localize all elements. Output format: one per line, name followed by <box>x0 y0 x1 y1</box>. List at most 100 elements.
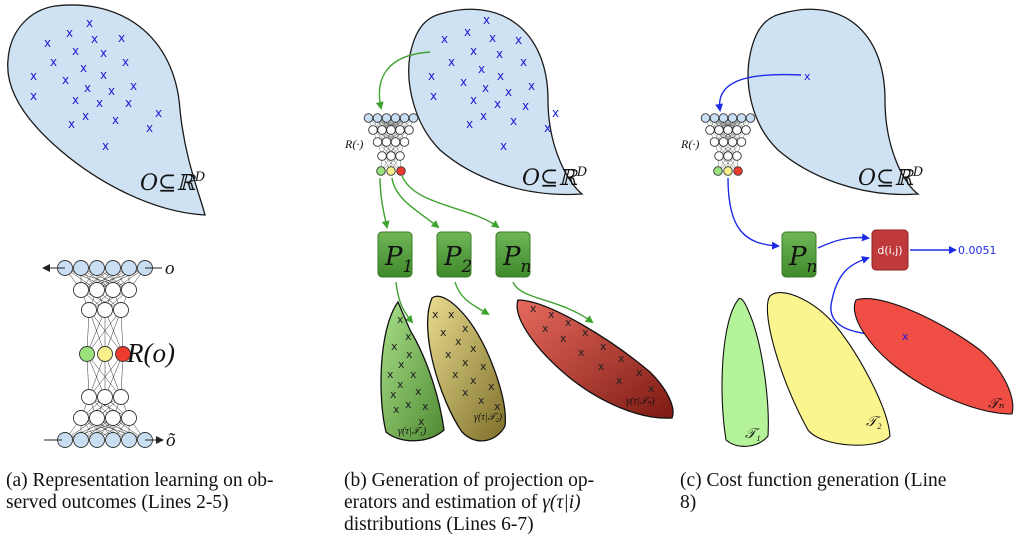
svg-text:x: x <box>494 97 501 111</box>
network-node <box>113 302 129 318</box>
svg-text:x: x <box>415 385 422 398</box>
svg-text:x: x <box>470 93 477 107</box>
svg-text:x: x <box>102 139 109 153</box>
svg-text:x: x <box>91 32 98 46</box>
network-node <box>363 113 374 123</box>
svg-text:x: x <box>448 308 455 321</box>
svg-text:x: x <box>441 32 448 46</box>
observed-space-blob <box>7 4 206 216</box>
svg-text:d(i,j): d(i,j) <box>877 244 902 257</box>
network-node <box>404 125 414 135</box>
proj-arrow-2 <box>454 281 490 316</box>
svg-text:x: x <box>582 326 589 339</box>
network-node <box>89 410 105 426</box>
network-node <box>372 137 383 147</box>
svg-text:x: x <box>544 121 551 135</box>
svg-text:x: x <box>478 62 485 76</box>
network-node <box>113 389 129 405</box>
encode-arrow <box>715 73 802 112</box>
svg-text:x: x <box>466 117 473 131</box>
proj-arrow-n <box>512 281 594 324</box>
network-node <box>105 410 121 426</box>
network-node <box>121 432 137 448</box>
svg-text:x: x <box>100 68 107 82</box>
network-node <box>89 260 105 276</box>
network-node <box>709 113 720 123</box>
network-node <box>386 166 396 176</box>
repr-label: R(o) <box>126 338 175 368</box>
task-2: 𝒯₂ <box>766 292 891 446</box>
svg-text:x: x <box>80 61 87 75</box>
network-node <box>97 389 113 405</box>
network-node <box>121 260 137 276</box>
space-label: O⊆ℝD <box>858 165 924 191</box>
svg-text:x: x <box>387 368 394 381</box>
svg-text:x: x <box>430 89 437 103</box>
svg-text:P1: P1 <box>384 242 413 277</box>
svg-text:x: x <box>122 55 129 69</box>
query-cross: x <box>804 70 811 83</box>
encoder-network <box>700 113 756 176</box>
network-node <box>723 151 733 161</box>
svg-text:x: x <box>84 81 91 95</box>
svg-text:x: x <box>66 26 73 40</box>
network-node <box>714 151 724 161</box>
svg-text:x: x <box>483 13 490 27</box>
network-node <box>372 113 383 123</box>
svg-text:x: x <box>86 16 93 30</box>
network-node <box>390 137 401 147</box>
proj-arrow-1 <box>395 281 414 324</box>
network-node <box>368 125 378 135</box>
projection-op-2: P2 <box>436 231 472 278</box>
svg-text:𝒯₁: 𝒯₁ <box>745 427 761 442</box>
svg-text:x: x <box>440 326 447 339</box>
svg-text:x: x <box>452 368 459 381</box>
svg-text:x: x <box>522 99 529 113</box>
projection-op-n: Pn <box>781 231 817 278</box>
encoder-network <box>363 113 419 176</box>
task-n: 𝒯ₙ <box>853 298 1014 415</box>
svg-text:x: x <box>72 93 79 107</box>
network-node <box>741 125 751 135</box>
projection-op-n: Pn <box>495 231 531 278</box>
network-node <box>709 137 720 147</box>
network-node <box>105 432 121 448</box>
autoencoder-nodes <box>57 260 153 448</box>
network-node <box>395 125 405 135</box>
network-node <box>377 151 387 161</box>
svg-text:x: x <box>391 340 398 353</box>
caption-c-line-2: 8) <box>680 492 697 513</box>
network-node <box>390 113 401 123</box>
svg-text:x: x <box>496 47 503 61</box>
svg-text:𝒯₂: 𝒯₂ <box>866 415 882 430</box>
network-node <box>105 282 121 298</box>
svg-text:x: x <box>482 81 489 95</box>
svg-text:x: x <box>618 352 625 365</box>
svg-text:x: x <box>470 374 477 387</box>
caption-a: (a) Representation learning on ob- serve… <box>6 470 328 514</box>
svg-text:x: x <box>505 85 512 99</box>
svg-text:x: x <box>462 322 469 335</box>
network-node <box>732 125 742 135</box>
network-node <box>736 137 747 147</box>
network-node <box>377 125 387 135</box>
network-node <box>718 113 729 123</box>
svg-text:x: x <box>422 400 429 413</box>
svg-text:𝒯ₙ: 𝒯ₙ <box>988 397 1005 412</box>
svg-text:x: x <box>405 330 412 343</box>
network-node <box>97 346 113 362</box>
svg-text:γ(τ|𝒯ₙ): γ(τ|𝒯ₙ) <box>626 396 655 407</box>
observed-space-blob <box>408 8 584 196</box>
panel-c: x O⊆ℝD R(·) Pn d(i,j) 0.0051 𝒯₁ 𝒯₂ <box>680 8 1014 447</box>
svg-text:x: x <box>405 398 412 411</box>
network-node <box>386 151 396 161</box>
svg-text:Pn: Pn <box>502 242 531 277</box>
network-node <box>81 389 97 405</box>
svg-text:x: x <box>470 44 477 58</box>
svg-text:x: x <box>112 113 119 127</box>
svg-text:x: x <box>68 117 75 131</box>
svg-text:x: x <box>598 360 605 373</box>
network-node <box>79 346 95 362</box>
